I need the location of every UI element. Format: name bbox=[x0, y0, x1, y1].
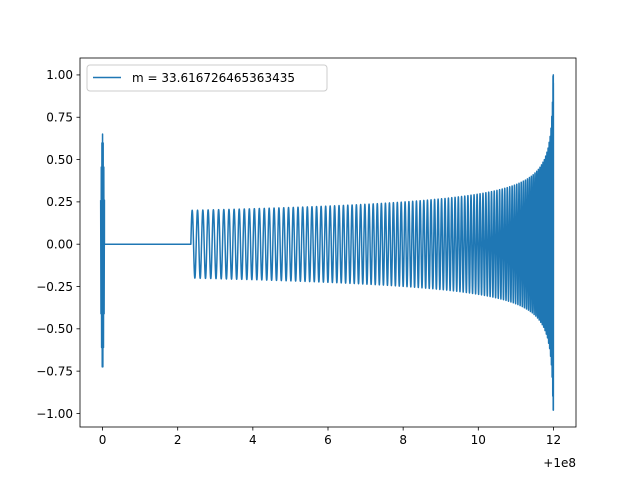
x-tick-label: 4 bbox=[249, 433, 257, 447]
y-tick-label: 0.75 bbox=[46, 111, 73, 125]
legend-box bbox=[86, 64, 328, 92]
y-tick-label: 0.25 bbox=[46, 195, 73, 209]
y-tick-label: −1.00 bbox=[36, 407, 73, 421]
legend: m = 33.616726465363435 bbox=[86, 64, 328, 92]
y-tick-label: −0.50 bbox=[36, 322, 73, 336]
x-tick-label: 6 bbox=[324, 433, 332, 447]
y-tick-label: 1.00 bbox=[46, 68, 73, 82]
x-tick-label: 8 bbox=[399, 433, 407, 447]
y-tick-label: −0.75 bbox=[36, 364, 73, 378]
y-tick-label: 0.00 bbox=[46, 237, 73, 251]
x-axis: 0 2 4 6 8 10 12 bbox=[99, 427, 561, 447]
plot-frame bbox=[79, 57, 577, 428]
y-tick-label: 0.50 bbox=[46, 153, 73, 167]
legend-label: m = 33.616726465363435 bbox=[132, 71, 295, 85]
series-line bbox=[99, 74, 555, 411]
x-tick-label: 0 bbox=[99, 433, 107, 447]
x-offset-label: +1e8 bbox=[543, 456, 576, 470]
y-tick-label: −0.25 bbox=[36, 280, 73, 294]
plot-area bbox=[99, 74, 555, 411]
x-tick-label: 2 bbox=[174, 433, 182, 447]
x-tick-label: 12 bbox=[546, 433, 561, 447]
y-axis: 1.00 0.75 0.50 0.25 0.00 −0.25 −0.50 −0.75 −1.00 bbox=[36, 68, 80, 421]
x-tick-label: 10 bbox=[471, 433, 486, 447]
